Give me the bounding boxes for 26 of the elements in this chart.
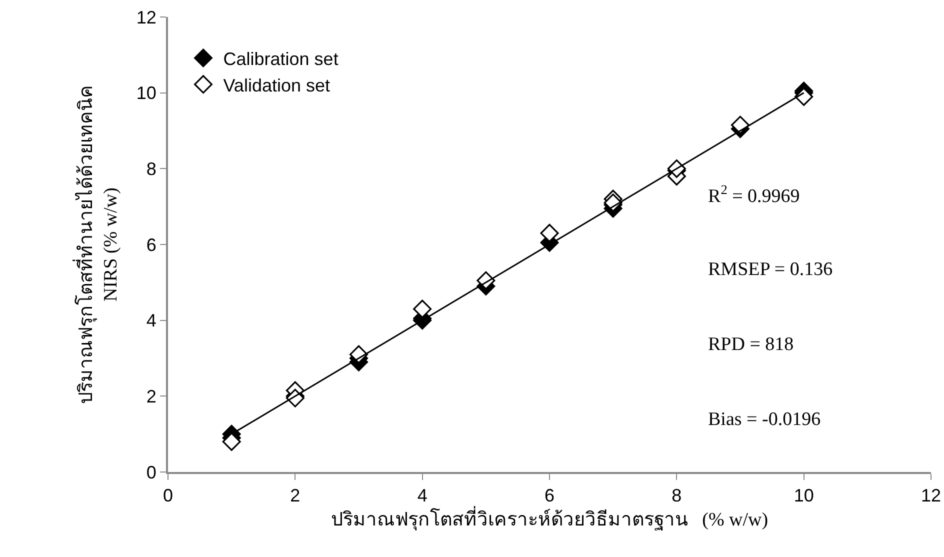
- annotation: RPD = 818: [708, 334, 794, 355]
- x-tick-label: 0: [162, 486, 174, 506]
- annotation: Bias = -0.0196: [708, 409, 821, 430]
- annotation: R$^{2}$ = 0.9969: [708, 182, 800, 207]
- x-tick-label: 10: [794, 486, 814, 506]
- legend-label: Validation set: [223, 75, 330, 96]
- y-tick-label: 8: [146, 158, 156, 179]
- y-axis-title: ปริมาณฟรุกโตสที่ทำนายได้ด้วยเทคนิค NIRS (% w/w): [72, 85, 122, 404]
- y-tick-label: 4: [146, 310, 156, 331]
- x-tick-label: 2: [290, 486, 300, 506]
- x-axis-title: ปริมาณฟรุกโตสที่วิเคราะห์ด้วยวิธีมาตรฐาน (% w/w): [330, 506, 768, 532]
- y-tick-label: 6: [146, 234, 156, 255]
- annotation: RMSEP = 0.136: [708, 259, 833, 280]
- point: [540, 224, 559, 242]
- x-tick-label: 6: [544, 486, 555, 506]
- legend-label: Calibration set: [223, 48, 338, 69]
- y-tick-label: 0: [146, 462, 156, 482]
- x-tick-label: 8: [672, 486, 682, 506]
- y-tick-label: 12: [136, 7, 156, 28]
- x-tick-label: 4: [417, 486, 428, 506]
- y-tick-label: 2: [146, 386, 156, 406]
- point: [794, 87, 814, 106]
- x-tick-label: 12: [920, 486, 942, 506]
- y-tick-label: 10: [136, 83, 156, 104]
- point: [413, 300, 432, 318]
- point: [222, 432, 241, 451]
